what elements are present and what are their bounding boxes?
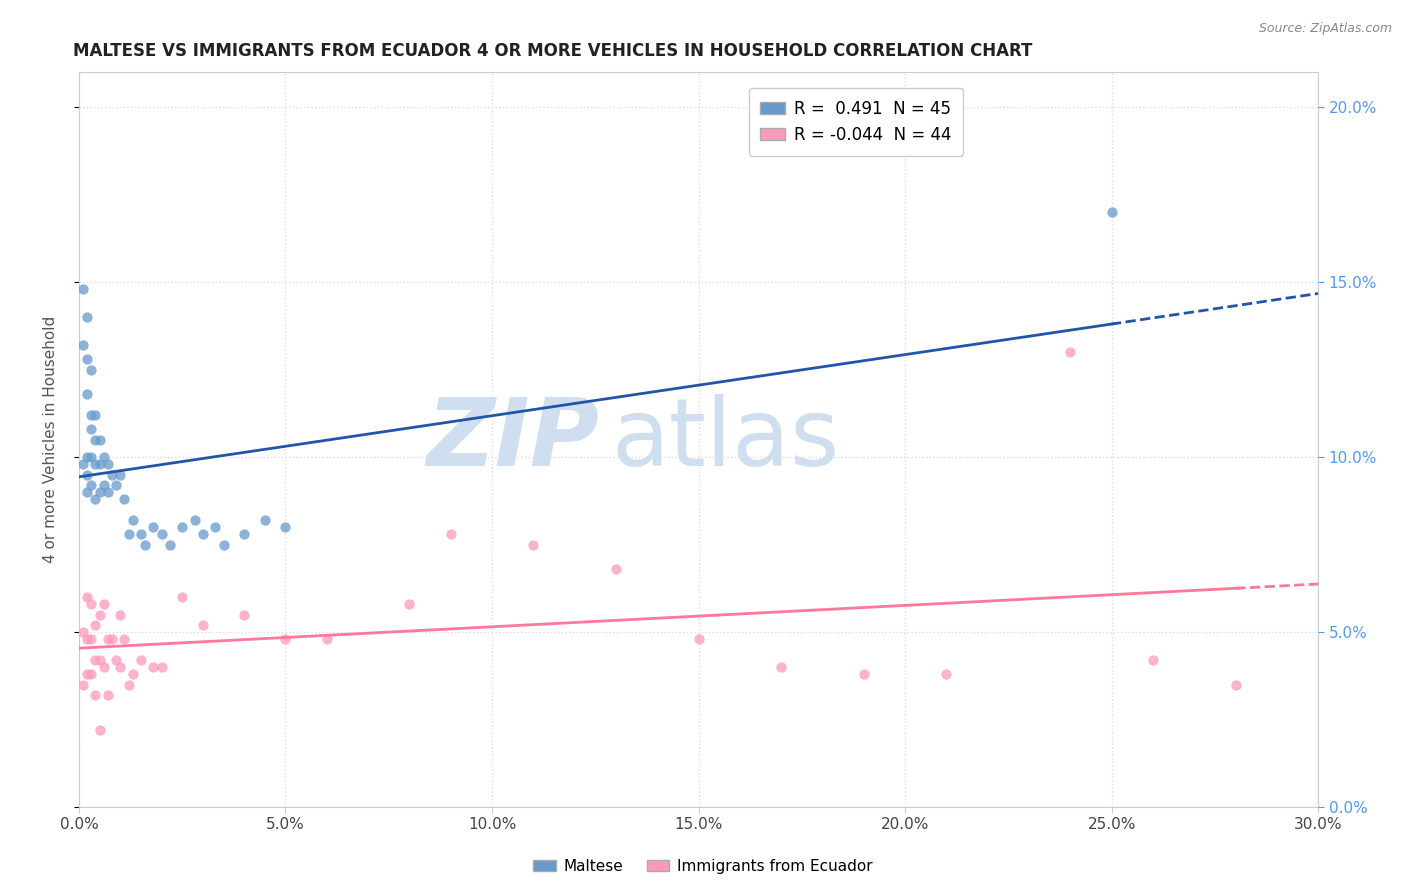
- Text: ZIP: ZIP: [426, 393, 599, 486]
- Point: [315, 632, 337, 646]
- Point: [84, 433, 107, 447]
- Point: [110, 660, 132, 674]
- Point: [110, 467, 132, 482]
- Point: [1101, 205, 1123, 219]
- Point: [80, 478, 103, 492]
- Point: [105, 478, 128, 492]
- Point: [80, 422, 103, 436]
- Point: [117, 677, 139, 691]
- Point: [93, 660, 115, 674]
- Point: [770, 660, 793, 674]
- Point: [274, 520, 297, 534]
- Point: [76, 450, 98, 465]
- Point: [935, 667, 957, 681]
- Legend: Maltese, Immigrants from Ecuador: Maltese, Immigrants from Ecuador: [527, 853, 879, 880]
- Point: [112, 632, 135, 646]
- Point: [72, 457, 94, 471]
- Point: [117, 527, 139, 541]
- Point: [605, 562, 627, 576]
- Point: [274, 632, 297, 646]
- Text: Source: ZipAtlas.com: Source: ZipAtlas.com: [1258, 22, 1392, 36]
- Point: [84, 408, 107, 422]
- Point: [89, 653, 111, 667]
- Point: [84, 492, 107, 507]
- Point: [80, 667, 103, 681]
- Point: [110, 607, 132, 622]
- Point: [253, 513, 276, 527]
- Point: [72, 282, 94, 296]
- Point: [93, 597, 115, 611]
- Text: MALTESE VS IMMIGRANTS FROM ECUADOR 4 OR MORE VEHICLES IN HOUSEHOLD CORRELATION C: MALTESE VS IMMIGRANTS FROM ECUADOR 4 OR …: [73, 42, 1032, 60]
- Point: [204, 520, 226, 534]
- Point: [233, 527, 256, 541]
- Point: [440, 527, 463, 541]
- Point: [97, 457, 120, 471]
- Point: [97, 485, 120, 500]
- Y-axis label: 4 or more Vehicles in Household: 4 or more Vehicles in Household: [44, 316, 58, 564]
- Point: [1142, 653, 1164, 667]
- Point: [142, 660, 165, 674]
- Point: [93, 450, 115, 465]
- Point: [72, 625, 94, 640]
- Point: [76, 590, 98, 604]
- Point: [76, 310, 98, 325]
- Point: [84, 618, 107, 632]
- Point: [97, 632, 120, 646]
- Point: [80, 597, 103, 611]
- Point: [1225, 677, 1247, 691]
- Point: [101, 467, 124, 482]
- Point: [72, 338, 94, 352]
- Point: [852, 667, 875, 681]
- Point: [522, 538, 544, 552]
- Point: [398, 597, 420, 611]
- Point: [76, 352, 98, 367]
- Point: [93, 478, 115, 492]
- Point: [121, 513, 143, 527]
- Point: [159, 538, 181, 552]
- Point: [183, 513, 205, 527]
- Point: [72, 677, 94, 691]
- Point: [172, 520, 194, 534]
- Point: [89, 723, 111, 737]
- Point: [129, 527, 152, 541]
- Point: [688, 632, 710, 646]
- Point: [172, 590, 194, 604]
- Point: [76, 632, 98, 646]
- Legend: R =  0.491  N = 45, R = -0.044  N = 44: R = 0.491 N = 45, R = -0.044 N = 44: [748, 88, 963, 156]
- Point: [191, 527, 214, 541]
- Text: atlas: atlas: [612, 393, 839, 486]
- Point: [80, 408, 103, 422]
- Point: [150, 527, 173, 541]
- Point: [89, 433, 111, 447]
- Point: [101, 632, 124, 646]
- Point: [80, 632, 103, 646]
- Point: [1059, 345, 1081, 359]
- Point: [134, 538, 156, 552]
- Point: [89, 457, 111, 471]
- Point: [89, 485, 111, 500]
- Point: [191, 618, 214, 632]
- Point: [212, 538, 235, 552]
- Point: [80, 450, 103, 465]
- Point: [142, 520, 165, 534]
- Point: [76, 667, 98, 681]
- Point: [105, 653, 128, 667]
- Point: [84, 688, 107, 702]
- Point: [89, 607, 111, 622]
- Point: [129, 653, 152, 667]
- Point: [84, 653, 107, 667]
- Point: [121, 667, 143, 681]
- Point: [112, 492, 135, 507]
- Point: [233, 607, 256, 622]
- Point: [76, 467, 98, 482]
- Point: [80, 363, 103, 377]
- Point: [97, 688, 120, 702]
- Point: [76, 387, 98, 401]
- Point: [84, 457, 107, 471]
- Point: [150, 660, 173, 674]
- Point: [76, 485, 98, 500]
